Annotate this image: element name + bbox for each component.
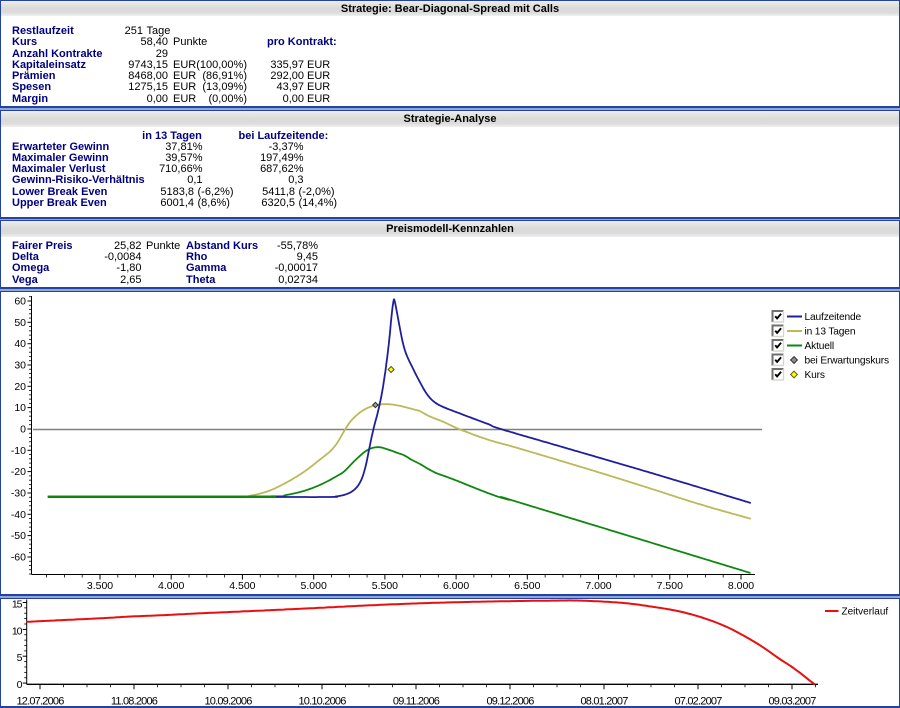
svg-text:09.11.2006: 09.11.2006 xyxy=(393,695,440,707)
svg-text:-30: -30 xyxy=(11,488,26,500)
svg-text:-10: -10 xyxy=(11,445,26,457)
svg-text:09.03.2007: 09.03.2007 xyxy=(768,695,816,707)
svg-text:8.000: 8.000 xyxy=(728,580,754,592)
svg-text:40: 40 xyxy=(14,338,26,350)
svg-text:10.10.2006: 10.10.2006 xyxy=(298,695,346,707)
svg-text:12.07.2006: 12.07.2006 xyxy=(16,695,64,707)
svg-text:08.01.2007: 08.01.2007 xyxy=(580,695,628,707)
svg-text:-40: -40 xyxy=(11,509,26,521)
svg-text:20: 20 xyxy=(14,381,26,393)
svg-text:50: 50 xyxy=(14,317,26,329)
svg-text:60: 60 xyxy=(14,296,26,308)
svg-text:30: 30 xyxy=(14,360,26,372)
svg-text:7.500: 7.500 xyxy=(657,580,683,592)
svg-text:Laufzeitende: Laufzeitende xyxy=(805,312,862,323)
svg-text:07.02.2007: 07.02.2007 xyxy=(674,695,722,707)
svg-text:15: 15 xyxy=(12,599,23,611)
svg-text:6.500: 6.500 xyxy=(514,580,540,592)
svg-text:5.500: 5.500 xyxy=(372,580,398,592)
svg-text:0: 0 xyxy=(17,679,23,691)
svg-text:4.000: 4.000 xyxy=(158,580,184,592)
svg-text:10.09.2006: 10.09.2006 xyxy=(204,695,252,707)
svg-text:in 13 Tagen: in 13 Tagen xyxy=(805,327,856,338)
svg-text:-50: -50 xyxy=(11,530,26,542)
svg-text:10: 10 xyxy=(14,402,26,414)
svg-text:09.12.2006: 09.12.2006 xyxy=(486,695,534,707)
svg-text:bei Erwartungskurs: bei Erwartungskurs xyxy=(805,356,890,367)
svg-text:3.500: 3.500 xyxy=(87,580,113,592)
svg-text:-60: -60 xyxy=(11,552,26,564)
svg-text:0: 0 xyxy=(20,424,26,436)
svg-text:6.000: 6.000 xyxy=(443,580,469,592)
svg-text:5: 5 xyxy=(17,652,23,664)
svg-text:Aktuell: Aktuell xyxy=(805,341,835,352)
svg-text:Zeitverlauf: Zeitverlauf xyxy=(842,606,889,617)
svg-text:-20: -20 xyxy=(11,466,26,478)
svg-text:Kurs: Kurs xyxy=(805,370,825,381)
svg-text:5.000: 5.000 xyxy=(301,580,327,592)
svg-text:11.08.2006: 11.08.2006 xyxy=(111,695,158,707)
svg-text:4.500: 4.500 xyxy=(229,580,255,592)
svg-text:7.000: 7.000 xyxy=(585,580,611,592)
svg-text:10: 10 xyxy=(12,625,23,637)
